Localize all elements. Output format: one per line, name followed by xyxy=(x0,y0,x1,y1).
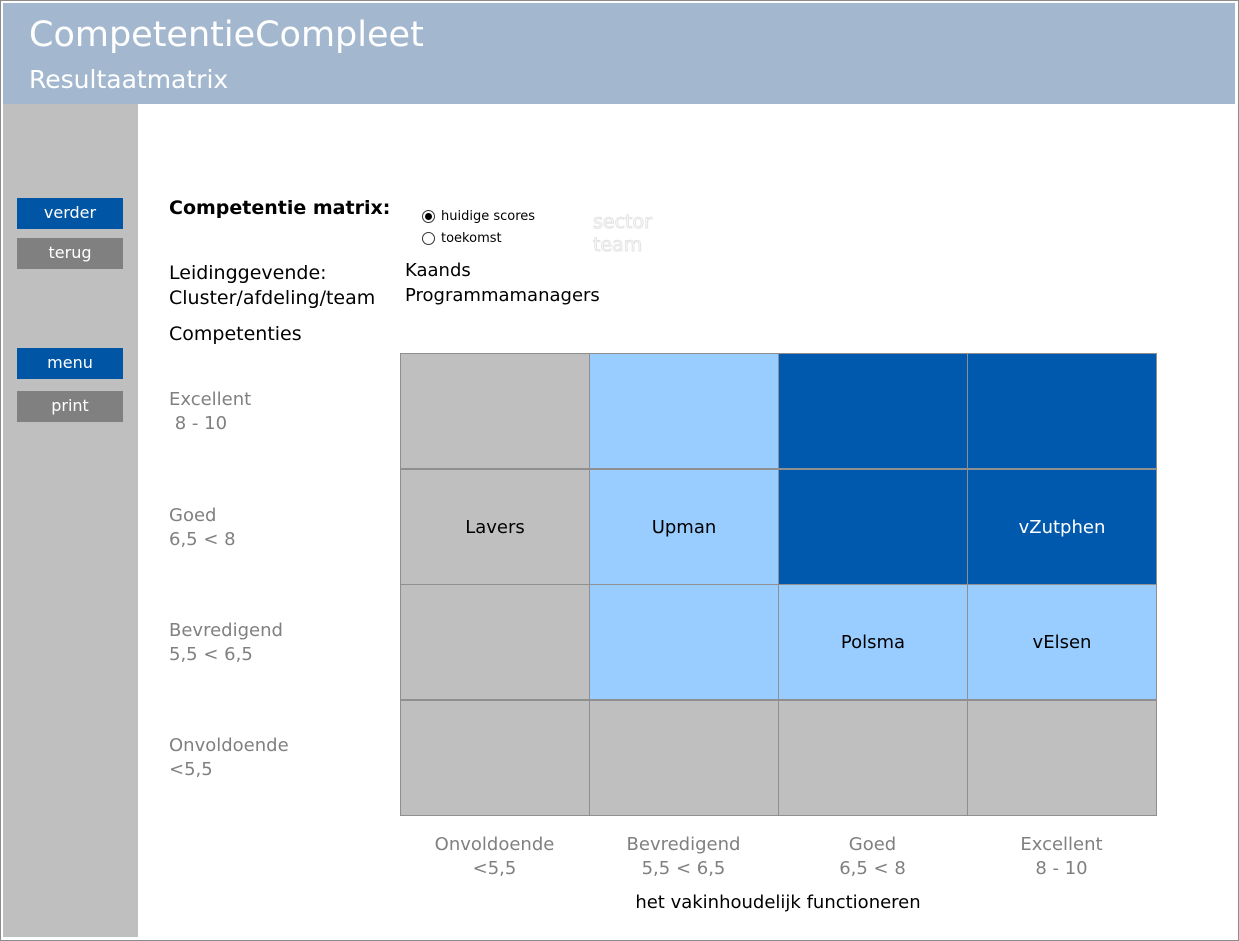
matrix-cell-r2c4: vZutphen xyxy=(967,469,1157,585)
y-label-goed: Goed 6,5 < 8 xyxy=(169,504,236,552)
x-label-onvoldoende: Onvoldoende <5,5 xyxy=(400,833,589,881)
menu-button[interactable]: menu xyxy=(17,348,123,379)
y-label-range: 5,5 < 6,5 xyxy=(169,644,253,665)
y-label-name: Excellent xyxy=(169,389,252,410)
print-button[interactable]: print xyxy=(17,391,123,422)
matrix-cell-r4c4 xyxy=(967,700,1157,816)
matrix-cell-r2c3 xyxy=(778,469,968,585)
app-title: CompetentieCompleet xyxy=(29,15,424,55)
radio-button[interactable] xyxy=(422,232,435,245)
app-header: CompetentieCompleet Resultaatmatrix xyxy=(3,3,1235,104)
y-label-name: Bevredigend xyxy=(169,620,283,641)
radio-button-selected[interactable] xyxy=(422,210,435,223)
matrix-cell-r2c1: Lavers xyxy=(400,469,590,585)
x-label-name: Onvoldoende xyxy=(434,834,555,855)
terug-button[interactable]: terug xyxy=(17,238,123,269)
x-label-range: 6,5 < 8 xyxy=(839,858,906,879)
matrix-cell-r3c4: vElsen xyxy=(967,584,1157,700)
x-label-goed: Goed 6,5 < 8 xyxy=(778,833,967,881)
y-label-range: <5,5 xyxy=(169,759,213,780)
matrix-cell-r3c3: Polsma xyxy=(778,584,968,700)
leidinggevende-value: Kaands xyxy=(405,260,471,281)
y-label-name: Onvoldoende xyxy=(169,735,289,756)
radio-huidige-scores[interactable]: huidige scores xyxy=(422,209,535,224)
verder-button[interactable]: verder xyxy=(17,198,123,229)
x-label-range: 5,5 < 6,5 xyxy=(641,858,726,879)
matrix-cell-r1c3 xyxy=(778,353,968,469)
x-label-name: Excellent xyxy=(1020,834,1103,855)
section-title: Competentie matrix: xyxy=(169,197,391,219)
sidebar: verder terug menu print xyxy=(3,104,138,937)
y-label-range: 6,5 < 8 xyxy=(169,529,236,550)
cluster-value: Programmamanagers xyxy=(405,285,600,306)
y-label-onvoldoende: Onvoldoende <5,5 xyxy=(169,734,289,782)
leidinggevende-label: Leidinggevende: xyxy=(169,262,327,284)
faded-option-team: team xyxy=(592,234,643,257)
x-axis-title: het vakinhoudelijk functioneren xyxy=(635,892,921,913)
competenties-label: Competenties xyxy=(169,323,302,345)
x-label-name: Bevredigend xyxy=(626,834,741,855)
matrix-cell-r4c1 xyxy=(400,700,590,816)
matrix-cell-r1c4 xyxy=(967,353,1157,469)
y-label-range: 8 - 10 xyxy=(169,413,228,434)
radio-toekomst[interactable]: toekomst xyxy=(422,231,502,246)
radio-label: toekomst xyxy=(441,231,502,246)
page-subtitle: Resultaatmatrix xyxy=(29,65,229,94)
x-label-range: 8 - 10 xyxy=(1035,858,1088,879)
x-label-name: Goed xyxy=(848,834,897,855)
matrix-cell-r1c2 xyxy=(589,353,779,469)
cluster-label: Cluster/afdeling/team xyxy=(169,287,376,309)
x-label-range: <5,5 xyxy=(472,858,517,879)
matrix-cell-r3c1 xyxy=(400,584,590,700)
matrix-cell-r1c1 xyxy=(400,353,590,469)
y-label-bevredigend: Bevredigend 5,5 < 6,5 xyxy=(169,619,283,667)
matrix-cell-r2c2: Upman xyxy=(589,469,779,585)
matrix-cell-r4c3 xyxy=(778,700,968,816)
matrix-cell-r3c2 xyxy=(589,584,779,700)
y-label-excellent: Excellent 8 - 10 xyxy=(169,388,251,436)
x-label-excellent: Excellent 8 - 10 xyxy=(967,833,1156,881)
y-label-name: Goed xyxy=(169,505,217,526)
radio-label: huidige scores xyxy=(441,209,536,224)
faded-option-sector: sector xyxy=(593,211,653,234)
x-label-bevredigend: Bevredigend 5,5 < 6,5 xyxy=(589,833,778,881)
matrix-cell-r4c2 xyxy=(589,700,779,816)
